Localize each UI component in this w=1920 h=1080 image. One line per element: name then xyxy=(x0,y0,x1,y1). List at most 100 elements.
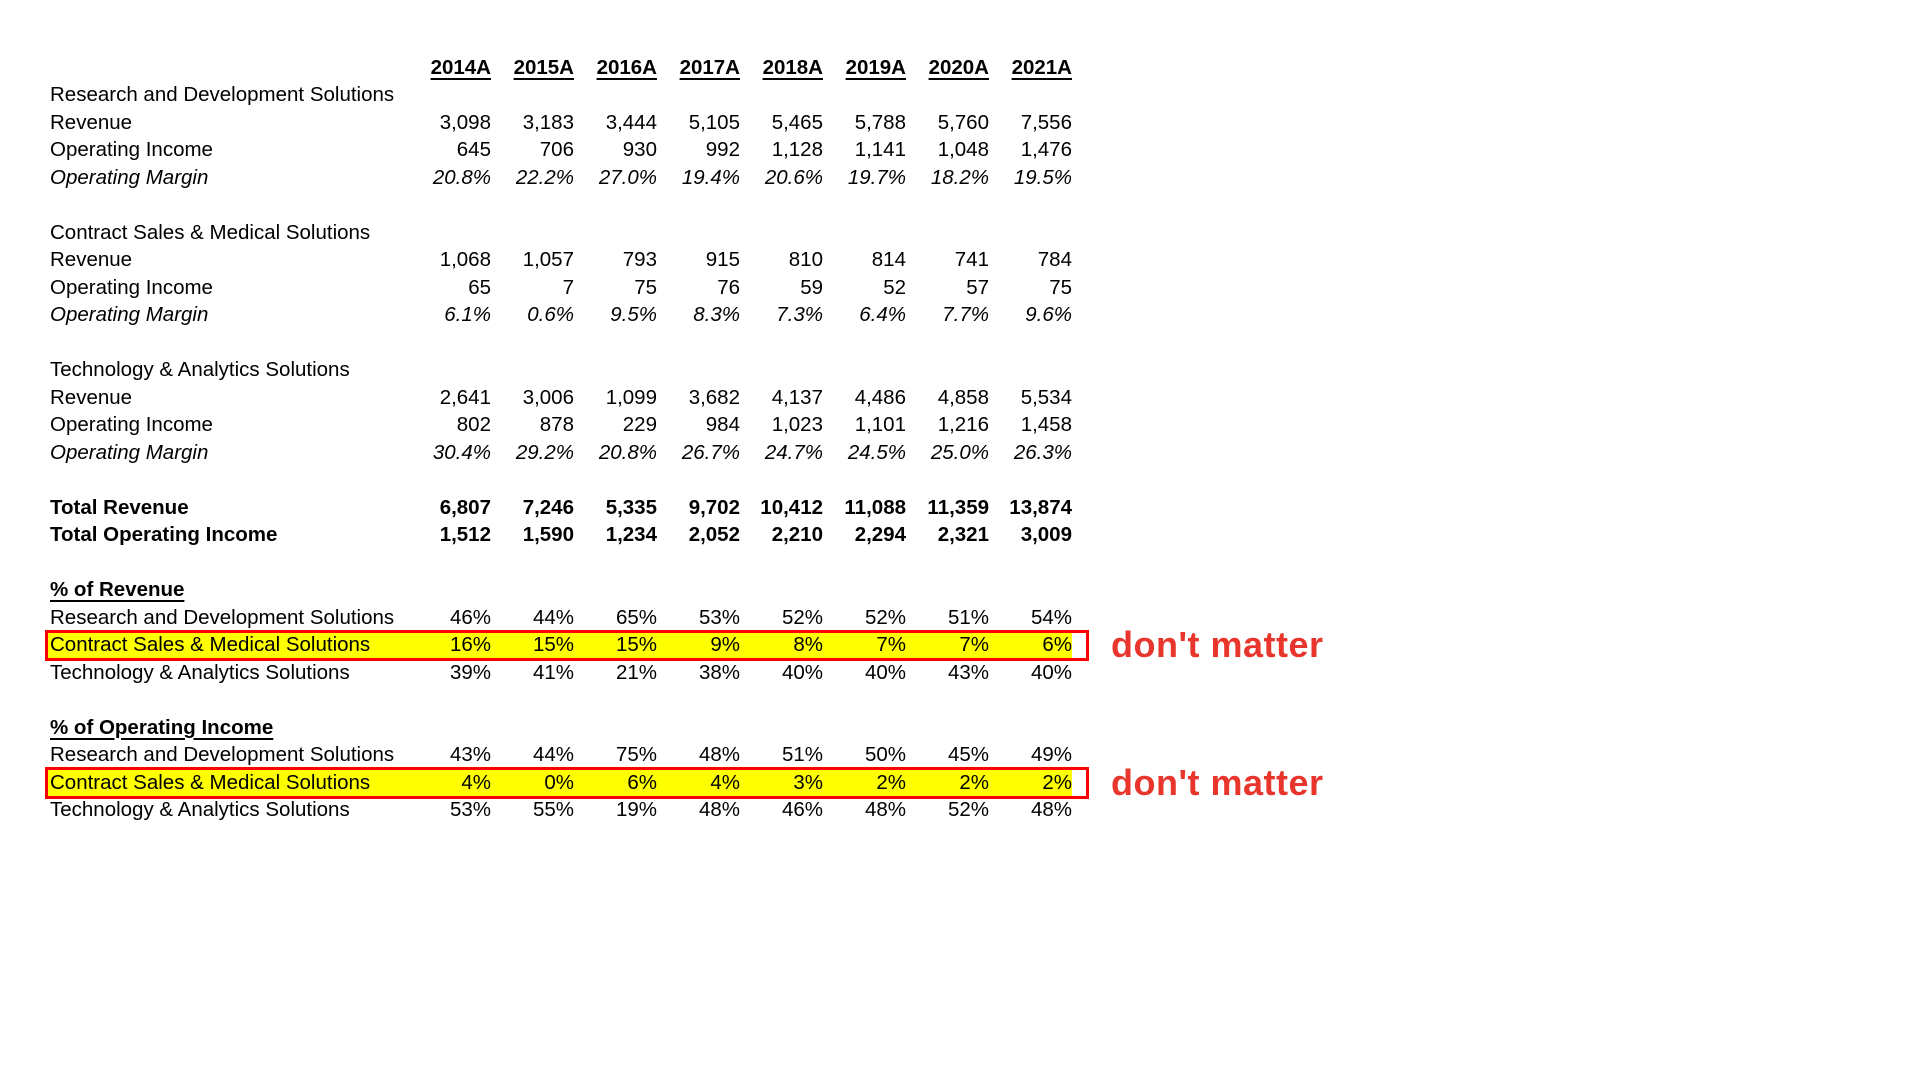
value-cell: 18.2% xyxy=(930,165,989,189)
row-spacer xyxy=(48,467,1324,495)
value-cell: 40% xyxy=(864,660,906,684)
value-cell: 6% xyxy=(989,632,1072,658)
segment-data-row: Operating Margin 30.4% 29.2% 20.8% 26.7% 24.7… xyxy=(48,439,1324,467)
value-cell: 706 xyxy=(539,138,574,161)
year-header-2015: 2015A xyxy=(513,55,574,79)
value-cell: 645 xyxy=(456,138,491,161)
segment-name-row: Contract Sales & Medical Solutions xyxy=(48,219,1324,247)
value-cell: 784 xyxy=(1037,248,1072,271)
highlighted-row-wrap: Contract Sales & Medical Solutions 4% 0% 6%… xyxy=(45,762,1324,803)
value-cell: 46% xyxy=(781,798,823,821)
percent-data-row: Technology & Analytics Solutions 39% 41% 21… xyxy=(48,659,1324,687)
value-cell: 19.4% xyxy=(681,165,740,189)
row-label: Operating Margin xyxy=(50,440,209,464)
value-cell: 30.4% xyxy=(432,440,491,464)
row-label: Total Operating Income xyxy=(50,523,278,546)
value-cell: 43% xyxy=(947,660,989,684)
value-cell: 48% xyxy=(698,743,740,766)
value-cell: 55% xyxy=(532,798,574,821)
value-cell: 9.6% xyxy=(1025,303,1072,326)
value-cell: 7 xyxy=(562,275,574,299)
value-cell: 25.0% xyxy=(930,440,989,464)
value-cell: 52% xyxy=(947,798,989,821)
value-cell: 5,105 xyxy=(688,110,740,134)
value-cell: 229 xyxy=(622,413,657,436)
value-cell: 3,009 xyxy=(1020,523,1072,546)
value-cell: 24.7% xyxy=(764,440,823,464)
segment-name: Technology & Analytics Solutions xyxy=(50,358,350,381)
value-cell: 11,088 xyxy=(844,495,906,519)
value-cell: 40% xyxy=(781,660,823,684)
value-cell: 2,210 xyxy=(771,523,823,546)
table-body: Research and Development Solutions Revenu… xyxy=(45,82,1324,825)
value-cell: 1,234 xyxy=(605,523,657,546)
value-cell: 20.8% xyxy=(432,165,491,189)
percent-data-row: Technology & Analytics Solutions 53% 55% 19… xyxy=(48,797,1324,825)
value-cell: 19.5% xyxy=(1013,165,1072,189)
value-cell: 65% xyxy=(615,605,657,629)
value-cell: 5,760 xyxy=(937,110,989,134)
value-cell: 1,101 xyxy=(854,413,906,436)
percent-section-heading: % of Revenue xyxy=(50,578,185,601)
value-cell: 24.5% xyxy=(847,440,906,464)
year-header-row: 2014A 2015A 2016A 2017A 2018A 2019A 2020… xyxy=(48,54,1324,82)
value-cell: 19% xyxy=(615,798,657,821)
year-header-2018: 2018A xyxy=(762,55,823,79)
row-label: Revenue xyxy=(50,248,133,271)
highlight-box: Contract Sales & Medical Solutions 16% 15%… xyxy=(45,629,1089,661)
value-cell: 8% xyxy=(740,632,823,658)
value-cell: 7.3% xyxy=(776,303,823,326)
value-cell: 915 xyxy=(705,248,740,271)
value-cell: 992 xyxy=(705,138,740,161)
value-cell: 5,465 xyxy=(771,110,823,134)
segment-name-row: Technology & Analytics Solutions xyxy=(48,357,1324,385)
value-cell: 1,590 xyxy=(522,523,574,546)
value-cell: 1,512 xyxy=(439,523,491,546)
row-label: Revenue xyxy=(50,110,133,134)
percent-section-heading-row: % of Revenue xyxy=(48,577,1324,605)
value-cell: 27.0% xyxy=(598,165,657,189)
year-header-2016: 2016A xyxy=(596,55,657,79)
value-cell: 11,359 xyxy=(927,495,989,519)
value-cell: 3,006 xyxy=(522,385,574,409)
value-cell: 4,137 xyxy=(771,385,823,409)
value-cell: 1,023 xyxy=(771,413,823,436)
value-cell: 7,246 xyxy=(522,495,574,519)
total-row: Total Operating Income 1,512 1,590 1,234 2,0… xyxy=(48,522,1324,550)
value-cell: 6.1% xyxy=(444,303,491,326)
value-cell: 6,807 xyxy=(439,495,491,519)
value-cell: 19.7% xyxy=(847,165,906,189)
value-cell: 1,216 xyxy=(937,413,989,436)
segment-data-row: Operating Margin 20.8% 22.2% 27.0% 19.4% 20.6… xyxy=(48,164,1324,192)
value-cell: 4% xyxy=(408,770,491,796)
value-cell: 51% xyxy=(947,605,989,629)
value-cell: 52% xyxy=(781,605,823,629)
value-cell: 65 xyxy=(468,275,491,299)
value-cell: 2,052 xyxy=(688,523,740,546)
value-cell: 6.4% xyxy=(859,303,906,326)
year-header-2021: 2021A xyxy=(1011,55,1072,79)
percent-data-row: Research and Development Solutions 46% 44%… xyxy=(48,604,1324,632)
value-cell: 5,335 xyxy=(605,495,657,519)
value-cell: 48% xyxy=(1030,798,1072,821)
value-cell: 75 xyxy=(634,275,657,299)
value-cell: 49% xyxy=(1030,743,1072,766)
percent-data-row: Research and Development Solutions 43% 44%… xyxy=(48,742,1324,770)
dont-matter-annotation: don't matter xyxy=(1111,761,1324,803)
segment-data-row: Revenue 1,068 1,057 793 915 810 814 741 784 xyxy=(48,247,1324,275)
value-cell: 793 xyxy=(622,248,657,271)
value-cell: 3,444 xyxy=(605,110,657,134)
value-cell: 1,128 xyxy=(771,138,823,161)
value-cell: 44% xyxy=(532,605,574,629)
segment-data-row: Operating Income 65 7 75 76 59 52 57 75 xyxy=(48,274,1324,302)
value-cell: 50% xyxy=(864,743,906,766)
value-cell: 16% xyxy=(408,632,491,658)
value-cell: 3,098 xyxy=(439,110,491,134)
value-cell: 810 xyxy=(788,248,823,271)
value-cell: 48% xyxy=(864,798,906,821)
value-cell: 8.3% xyxy=(693,303,740,326)
value-cell: 75% xyxy=(615,743,657,766)
value-cell: 15% xyxy=(491,632,574,658)
row-spacer xyxy=(48,549,1324,577)
value-cell: 3,682 xyxy=(688,385,740,409)
